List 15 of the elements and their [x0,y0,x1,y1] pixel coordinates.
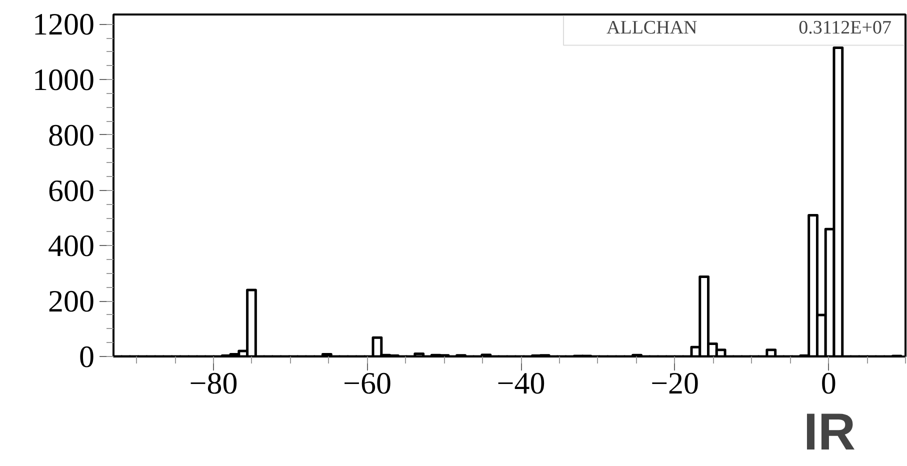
y-tick-label: 600 [48,172,94,208]
x-tick-label: −20 [650,366,700,400]
y-tick-label: 1200 [32,6,94,42]
annotation: ALLCHAN [606,17,698,38]
y-tick-label: 200 [48,284,94,319]
annotation: 0.3112E+07 [798,17,892,38]
y-tick-label: 1000 [32,62,94,98]
text: IR [804,404,856,462]
y-tick-label: 0 [79,339,94,374]
x-tick-label: −80 [189,366,238,400]
y-tick-label: 400 [48,228,94,264]
y-tick-label: 800 [48,117,94,152]
x-tick-label: −60 [343,366,392,400]
x-tick-label: 0 [820,366,836,400]
x-tick-label: −40 [496,366,546,400]
